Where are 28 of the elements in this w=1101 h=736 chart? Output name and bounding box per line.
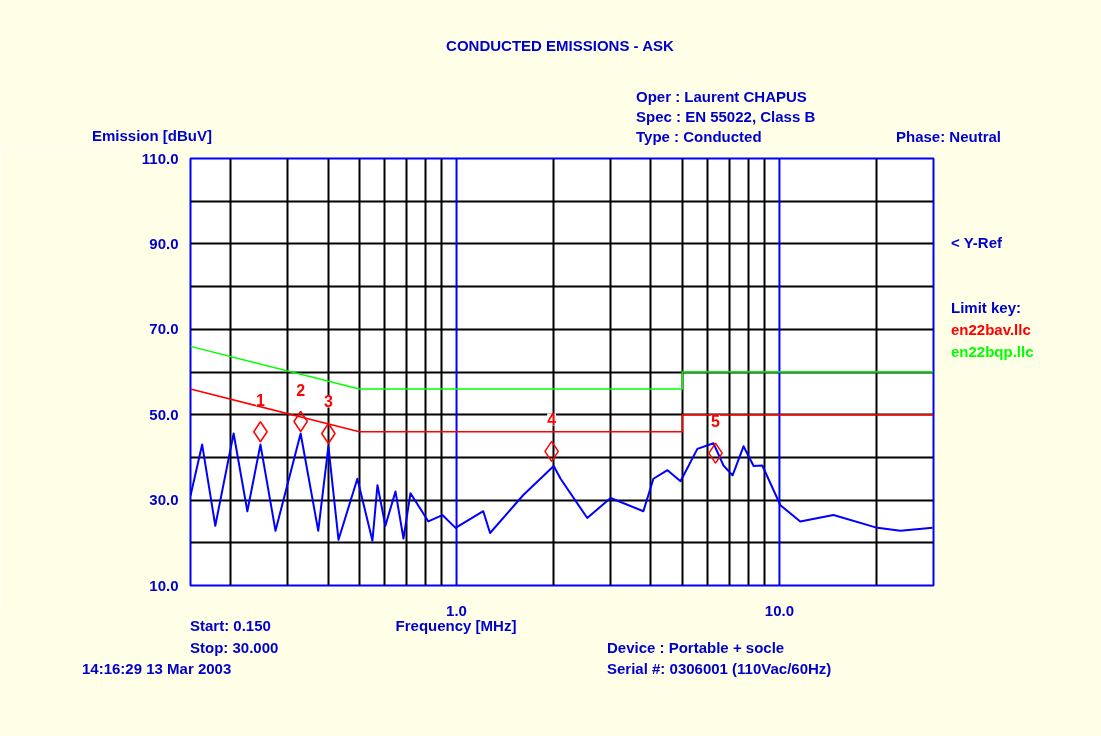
series-label: en22bqp.llc bbox=[951, 343, 1034, 360]
y-tick-label: 10.0 bbox=[149, 576, 179, 594]
text: Stop: 30.000 bbox=[190, 639, 279, 656]
y-tick-label: 90.0 bbox=[149, 234, 179, 252]
text: en22bav.llc bbox=[951, 321, 1031, 338]
annotation: 1 bbox=[255, 391, 265, 409]
y-tick-label: 30.0 bbox=[149, 491, 179, 509]
text: Device : Portable + socle bbox=[607, 639, 785, 656]
text: < Y-Ref bbox=[951, 234, 1002, 251]
text: Oper : Laurent CHAPUS bbox=[636, 88, 807, 105]
text: Type : Conducted bbox=[636, 128, 762, 145]
annotation: 5 bbox=[711, 413, 721, 431]
y-axis-title: Emission [dBuV] bbox=[92, 127, 213, 144]
text: Serial #: 0306001 (110Vac/60Hz) bbox=[607, 660, 832, 677]
x-tick-label: 1.0 bbox=[446, 601, 467, 619]
text: 14:16:29 13 Mar 2003 bbox=[82, 660, 232, 677]
text: Spec : EN 55022, Class B bbox=[636, 108, 816, 125]
annotation: 3 bbox=[323, 393, 333, 411]
annotation: 2 bbox=[296, 381, 306, 399]
y-tick-label: 70.0 bbox=[149, 320, 179, 338]
chart-title: CONDUCTED EMISSIONS - ASK bbox=[446, 37, 674, 54]
x-axis-title: Frequency [MHz] bbox=[395, 617, 517, 634]
text: Start: 0.150 bbox=[190, 617, 271, 634]
y-tick-label: 110.0 bbox=[141, 149, 179, 167]
annotation: 4 bbox=[547, 411, 557, 429]
text: Phase: Neutral bbox=[896, 128, 1002, 145]
legend-title: Limit key: bbox=[951, 299, 1022, 316]
y-tick-label: 50.0 bbox=[149, 405, 179, 423]
